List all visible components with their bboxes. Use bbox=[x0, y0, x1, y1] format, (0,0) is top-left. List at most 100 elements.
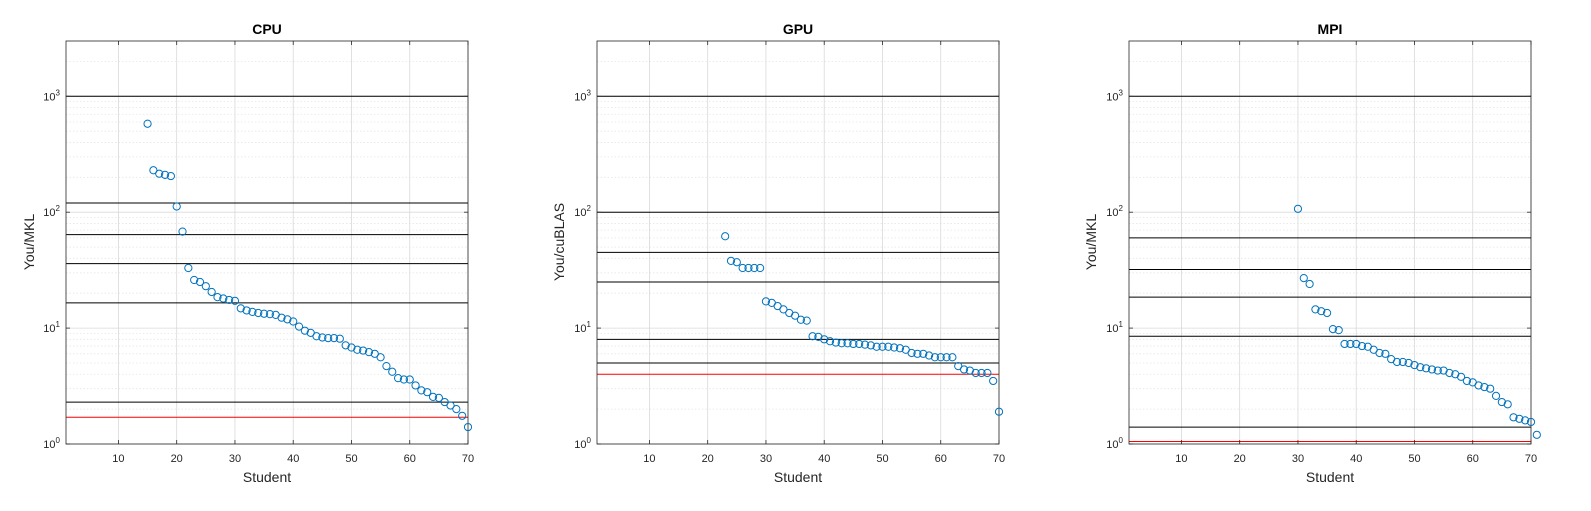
mpi-x-axis-label: Student bbox=[1306, 469, 1354, 485]
mpi-data-point bbox=[1474, 381, 1483, 390]
mpi-data-point bbox=[1433, 366, 1442, 375]
mpi-data-point bbox=[1456, 372, 1466, 381]
gpu-data-point bbox=[907, 348, 916, 358]
cpu-data-point bbox=[329, 333, 339, 343]
cpu-y-tick-label: 102 bbox=[43, 204, 60, 219]
mpi-axes-box bbox=[1128, 40, 1532, 445]
cpu-data-point bbox=[324, 333, 333, 343]
cpu-data-point bbox=[230, 296, 240, 305]
mpi-data-point bbox=[1334, 326, 1343, 335]
mpi-data-point bbox=[1404, 358, 1413, 368]
cpu-axes-box bbox=[65, 40, 469, 445]
mpi-y-tick-label: 102 bbox=[1106, 204, 1123, 219]
gpu-chart-title: GPU bbox=[783, 21, 813, 37]
cpu-data-point bbox=[463, 422, 473, 432]
cpu-data-point bbox=[184, 263, 193, 273]
cpu-data-point bbox=[166, 171, 175, 181]
mpi-data-point bbox=[1509, 413, 1518, 422]
cpu-x-axis-label: Student bbox=[243, 469, 291, 485]
cpu-data-point bbox=[190, 275, 199, 285]
cpu-data-point bbox=[242, 306, 251, 315]
cpu-y-tick-label: 101 bbox=[43, 320, 60, 335]
mpi-data-series bbox=[1293, 204, 1541, 439]
mpi-data-point bbox=[1416, 363, 1425, 372]
gpu-data-point bbox=[843, 339, 852, 348]
gpu-x-tick-label: 20 bbox=[702, 453, 714, 465]
gpu-data-point bbox=[831, 338, 840, 347]
mpi-data-point bbox=[1422, 364, 1431, 373]
mpi-data-point bbox=[1392, 357, 1402, 367]
mpi-data-point bbox=[1398, 357, 1407, 367]
gpu-data-point bbox=[802, 316, 811, 325]
gpu-data-point bbox=[965, 366, 974, 375]
mpi-data-point bbox=[1352, 339, 1361, 349]
gpu-data-point bbox=[732, 258, 741, 267]
gpu-data-point bbox=[721, 232, 730, 241]
cpu-data-point bbox=[259, 309, 269, 318]
cpu-x-tick-label: 30 bbox=[229, 453, 241, 465]
gpu-x-tick-label: 50 bbox=[876, 453, 888, 465]
cpu-data-point bbox=[294, 322, 304, 331]
gpu-data-point bbox=[820, 335, 829, 344]
gpu-y-axis-label: You/cuBLAS bbox=[551, 203, 567, 281]
cpu-y-tick-label: 100 bbox=[43, 436, 60, 451]
gpu-data-point bbox=[977, 368, 986, 378]
cpu-data-point bbox=[446, 401, 455, 410]
mpi-data-point bbox=[1486, 384, 1495, 393]
cpu-data-point bbox=[236, 304, 245, 313]
gpu-y-tick-label: 100 bbox=[574, 436, 591, 451]
mpi-x-tick-label: 50 bbox=[1408, 453, 1420, 465]
cpu-data-point bbox=[347, 343, 356, 352]
mpi-x-tick-label: 30 bbox=[1292, 453, 1304, 465]
mpi-x-tick-label: 20 bbox=[1234, 453, 1246, 465]
mpi-data-point bbox=[1515, 414, 1524, 423]
cpu-data-point bbox=[219, 294, 228, 303]
gpu-data-point bbox=[942, 353, 951, 362]
gpu-data-point bbox=[761, 297, 771, 306]
cpu-data-point bbox=[277, 313, 286, 322]
mpi-data-point bbox=[1439, 366, 1448, 375]
gpu-data-point bbox=[890, 343, 899, 352]
gpu-data-point bbox=[919, 349, 928, 358]
mpi-data-point bbox=[1497, 397, 1506, 407]
mpi-data-point bbox=[1532, 430, 1541, 439]
gpu-y-tick-label: 103 bbox=[574, 88, 591, 103]
mpi-data-point bbox=[1340, 339, 1349, 349]
gpu-data-point bbox=[895, 344, 905, 353]
gpu-x-axis-label: Student bbox=[774, 469, 822, 485]
mpi-data-point bbox=[1480, 382, 1489, 392]
mpi-y-tick-label: 103 bbox=[1106, 88, 1123, 103]
cpu-data-point bbox=[213, 293, 222, 302]
cpu-data-point bbox=[359, 346, 368, 355]
cpu-data-point bbox=[312, 332, 321, 341]
gpu-data-point bbox=[866, 341, 875, 350]
gpu-data-point bbox=[913, 349, 922, 358]
mpi-grid bbox=[1129, 40, 1532, 445]
gpu-data-point bbox=[924, 351, 934, 360]
cpu-data-point bbox=[201, 282, 210, 291]
cpu-data-point bbox=[370, 349, 379, 358]
cpu-data-point bbox=[364, 348, 374, 357]
gpu-data-point bbox=[849, 339, 858, 349]
mpi-data-point bbox=[1322, 308, 1332, 318]
mpi-x-tick-label: 60 bbox=[1467, 453, 1479, 465]
mpi-chart-title: MPI bbox=[1318, 21, 1343, 37]
cpu-data-point bbox=[335, 334, 344, 343]
mpi-data-point bbox=[1293, 204, 1303, 213]
cpu-data-point bbox=[283, 315, 292, 324]
gpu-data-point bbox=[808, 332, 817, 341]
gpu-x-tick-label: 70 bbox=[993, 453, 1005, 465]
cpu-data-point bbox=[411, 381, 420, 390]
gpu-data-point bbox=[872, 342, 881, 351]
mpi-x-tick-label: 40 bbox=[1350, 453, 1362, 465]
mpi-data-point bbox=[1427, 365, 1437, 374]
gpu-data-point bbox=[750, 263, 759, 273]
gpu-data-point bbox=[860, 340, 870, 349]
cpu-data-point bbox=[405, 375, 414, 384]
mpi-data-point bbox=[1503, 400, 1512, 409]
gpu-x-tick-label: 10 bbox=[643, 453, 655, 465]
gpu-x-tick-label: 40 bbox=[818, 453, 830, 465]
cpu-x-tick-label: 50 bbox=[345, 453, 357, 465]
gpu-x-tick-label: 60 bbox=[935, 453, 947, 465]
